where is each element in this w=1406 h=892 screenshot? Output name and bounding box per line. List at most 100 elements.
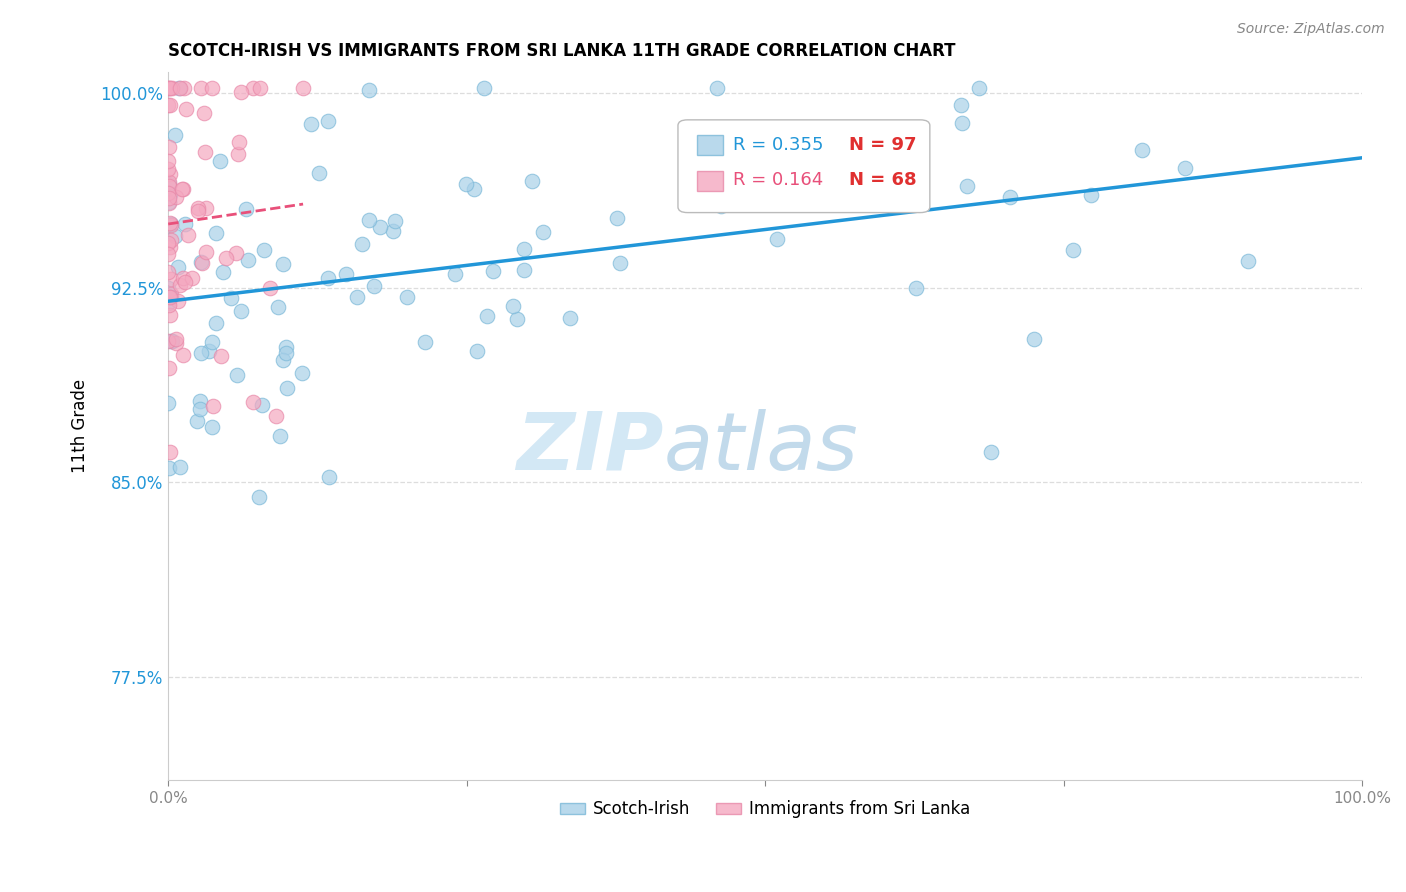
Point [159,445,181,459]
Point [186,414,208,428]
Point [475,309,498,323]
Point [352,237,374,252]
Point [204,316,226,330]
Text: R = 0.355: R = 0.355 [733,136,824,153]
Point [165,332,187,346]
Point [159,98,181,112]
Point [346,290,368,304]
Point [520,174,543,188]
Point [481,264,503,278]
Point [513,263,536,277]
Point [271,353,294,368]
Text: Source: ZipAtlas.com: Source: ZipAtlas.com [1237,22,1385,37]
Point [215,251,238,265]
Point [444,268,467,282]
Point [157,140,180,154]
Point [950,116,973,130]
Point [463,182,485,196]
Text: N = 97: N = 97 [849,136,917,153]
Point [157,97,180,112]
Point [160,334,183,349]
Point [157,178,180,193]
Point [363,279,385,293]
Point [396,291,419,305]
Point [157,236,180,251]
Point [269,429,291,443]
Point [235,202,257,216]
Text: atlas: atlas [664,409,859,487]
Point [472,81,495,95]
Point [159,289,181,303]
Point [415,335,437,350]
Point [531,225,554,239]
Point [299,117,322,131]
Point [502,299,524,313]
Point [231,86,253,100]
Point [558,310,581,325]
Point [950,98,973,112]
Point [316,270,339,285]
Point [706,81,728,95]
Point [236,252,259,267]
Point [157,461,180,475]
Point [609,256,631,270]
FancyBboxPatch shape [697,136,723,155]
Y-axis label: 11th Grade: 11th Grade [72,379,89,474]
Point [159,271,181,285]
Point [226,147,249,161]
Point [191,256,214,270]
Point [242,395,264,409]
Point [264,409,287,423]
Text: R = 0.164: R = 0.164 [733,171,823,189]
Point [157,396,180,410]
Point [190,346,212,360]
Point [274,340,297,354]
Point [157,281,180,295]
Point [1000,189,1022,203]
Point [157,361,180,376]
Point [766,232,789,246]
Point [259,281,281,295]
Point [606,211,628,225]
Point [292,81,315,95]
Point [1236,254,1258,268]
Point [159,239,181,253]
Point [193,106,215,120]
Point [221,291,243,305]
Point [159,308,181,322]
Point [163,229,186,244]
Point [209,153,232,168]
Point [384,214,406,228]
Point [1024,332,1046,346]
Point [160,81,183,95]
Point [159,186,181,201]
Point [190,402,212,417]
Point [956,179,979,194]
Point [1174,161,1197,176]
Point [512,243,534,257]
Point [157,290,180,304]
Point [359,83,381,97]
Point [190,81,212,95]
Point [225,246,247,260]
Point [187,201,209,215]
Point [157,81,180,95]
Point [209,349,232,363]
Point [172,270,194,285]
Point [157,153,180,168]
Point [173,217,195,231]
Point [228,135,250,149]
Point [169,460,191,475]
Point [250,398,273,412]
Point [159,217,181,231]
Point [159,178,181,192]
Point [163,128,186,142]
Point [505,312,527,326]
Point [276,345,298,359]
Point [980,445,1002,459]
Point [157,175,180,189]
Point [157,186,180,200]
Point [187,203,209,218]
Point [382,224,405,238]
Point [159,287,181,301]
